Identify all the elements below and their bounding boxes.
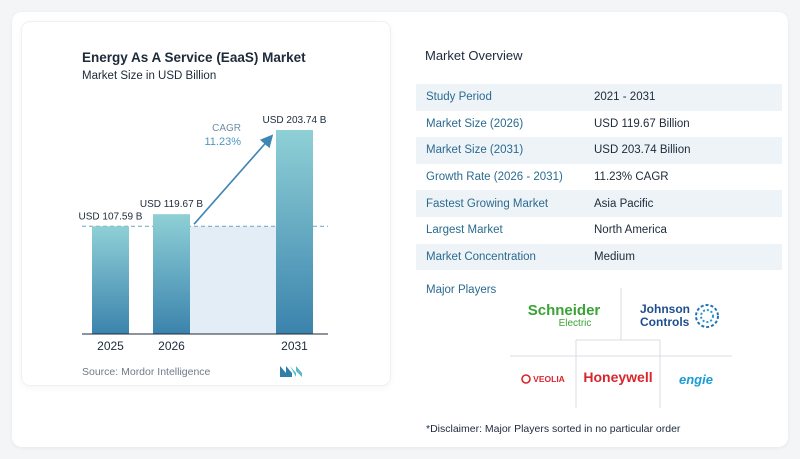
bar-2026 xyxy=(153,214,190,334)
engie-logo: engie xyxy=(666,366,726,392)
cagr-label: CAGR xyxy=(212,123,241,134)
overview-row-key: Market Concentration xyxy=(426,250,536,263)
engie-logo-text: engie xyxy=(679,371,713,387)
veolia-logo-text: VEOLIA xyxy=(533,374,565,384)
schneider-logo-subtext: Electric xyxy=(558,318,592,329)
cagr-arrow xyxy=(193,134,274,225)
overview-row-value: USD 119.67 Billion xyxy=(594,117,690,130)
logo-grid-lines xyxy=(510,288,732,408)
disclaimer: *Disclaimer: Major Players sorted in no … xyxy=(426,423,681,435)
overview-row: Largest Market North America xyxy=(416,217,782,244)
overview-row-key: Study Period xyxy=(426,91,492,104)
overview-row: Fastest Growing Market Asia Pacific xyxy=(416,190,782,217)
overview-row-key: Market Size (2026) xyxy=(426,117,524,130)
schneider-electric-logo: Schneider Electric xyxy=(512,296,616,336)
overview-row: Market Concentration Medium xyxy=(416,243,782,271)
category-label: 2025 xyxy=(97,339,124,353)
johnson-controls-logo: Johnson Controls xyxy=(628,296,732,336)
overview-row-key: Fastest Growing Market xyxy=(426,197,549,210)
overview-row: Market Size (2031) USD 203.74 Billion xyxy=(416,137,782,164)
value-label: USD 203.74 B xyxy=(263,115,327,126)
overview-row-value: Medium xyxy=(594,250,635,263)
chart-title: Energy As A Service (EaaS) Market xyxy=(82,50,306,65)
cagr-value: 11.23% xyxy=(205,136,242,148)
controls-logo-text: Controls xyxy=(640,315,690,329)
overview-row-key: Growth Rate (2026 - 2031) xyxy=(426,171,563,184)
category-label: 2026 xyxy=(158,339,185,353)
market-overview-table: Study Period 2021 - 2031 Market Size (2026… xyxy=(416,84,782,271)
overview-row-key: Market Size (2031) xyxy=(426,144,524,157)
bar-2025 xyxy=(92,226,129,334)
honeywell-logo-text: Honeywell xyxy=(583,369,653,385)
overview-row-value: 2021 - 2031 xyxy=(594,91,656,104)
schneider-logo-text: Schneider xyxy=(527,302,601,319)
overview-row: Market Size (2026) USD 119.67 Billion xyxy=(416,111,782,138)
chart-subtitle: Market Size in USD Billion xyxy=(82,70,217,82)
overview-row-value: 11.23% CAGR xyxy=(594,171,669,184)
overview-row-value: USD 203.74 Billion xyxy=(594,144,691,157)
major-players-logos: Schneider Electric Johnson Controls Hone… xyxy=(510,288,732,408)
johnson-swirl-icon xyxy=(695,304,719,328)
veolia-mark-icon xyxy=(521,374,531,384)
honeywell-logo: Honeywell xyxy=(578,364,658,390)
category-label: 2031 xyxy=(281,339,308,353)
value-label: USD 119.67 B xyxy=(140,199,204,210)
johnson-logo-text: Johnson xyxy=(640,302,690,316)
mordor-logo-icon xyxy=(280,366,302,377)
major-players-label: Major Players xyxy=(426,284,497,296)
bar-2031 xyxy=(276,130,313,334)
veolia-logo: VEOLIA xyxy=(514,368,572,390)
overview-row-key: Largest Market xyxy=(426,224,503,237)
source-note: Source: Mordor Intelligence xyxy=(82,366,211,378)
overview-row-value: Asia Pacific xyxy=(594,197,654,210)
overview-title: Market Overview xyxy=(425,48,523,63)
overview-row-value: North America xyxy=(594,224,667,237)
overview-row: Study Period 2021 - 2031 xyxy=(416,84,782,111)
overview-row: Growth Rate (2026 - 2031) 11.23% CAGR xyxy=(416,164,782,191)
value-label: USD 107.59 B xyxy=(79,211,143,222)
